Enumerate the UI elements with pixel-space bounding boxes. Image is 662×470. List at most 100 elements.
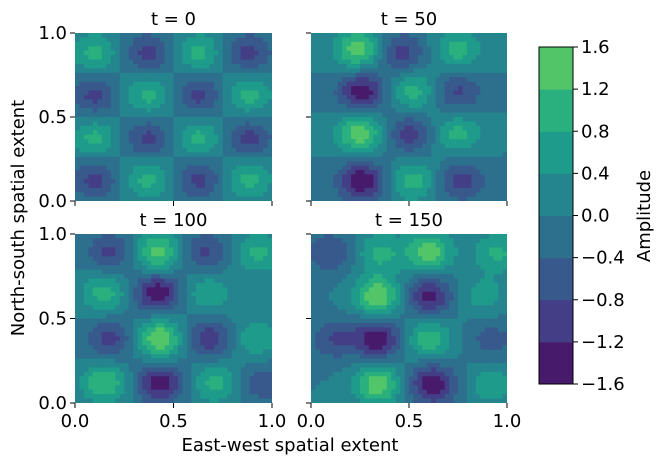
heatmap-cell [218,90,223,95]
heatmap-cell [320,148,325,153]
heatmap-cell [106,274,111,279]
heatmap-cell [458,188,463,193]
heatmap-cell [84,37,89,42]
heatmap-cell [387,95,392,100]
heatmap-cell [232,139,237,144]
heatmap-cell [111,42,116,47]
heatmap-cell [480,139,485,144]
heatmap-cell [503,135,508,140]
heatmap-cell [111,197,116,202]
heatmap-cell [214,278,219,283]
heatmap-cell [156,95,161,100]
heatmap-cell [342,68,347,73]
heatmap-cell [400,46,405,51]
heatmap-cell [214,327,219,332]
heatmap-cell [196,37,201,42]
heatmap-cell [160,46,165,51]
heatmap-cell [151,68,156,73]
heatmap-cell [174,234,179,239]
heatmap-cell [142,188,147,193]
heatmap-cell [191,37,196,42]
heatmap-cell [462,55,467,60]
heatmap-cell [187,350,192,355]
heatmap-cell [115,117,120,122]
heatmap-cell [431,197,436,202]
heatmap-cell [165,104,170,109]
heatmap-cell [227,51,232,56]
heatmap-cell [315,113,320,118]
heatmap-cell [369,157,374,162]
heatmap-cell [156,121,161,126]
heatmap-cell [79,350,84,355]
heatmap-cell [236,332,241,337]
heatmap-cell [151,139,156,144]
heatmap-cell [124,55,129,60]
heatmap-cell [147,385,152,390]
heatmap-cell [254,51,259,56]
heatmap-cell [196,183,201,188]
heatmap-cell [476,148,481,153]
heatmap-cell [223,367,228,372]
heatmap-cell [418,197,423,202]
heatmap-cell [218,192,223,197]
heatmap-cell [338,197,343,202]
heatmap-cell [315,33,320,38]
heatmap-cell [236,166,241,171]
heatmap-cell [196,46,201,51]
heatmap-cell [263,55,268,60]
heatmap-cell [409,144,414,149]
heatmap-cell [418,139,423,144]
heatmap-cell [422,64,427,69]
heatmap-cell [485,73,490,78]
heatmap-cell [480,166,485,171]
heatmap-cell [347,144,352,149]
heatmap-cell [165,305,170,310]
heatmap-cell [241,319,246,324]
heatmap-cell [471,104,476,109]
heatmap-cell [351,183,356,188]
heatmap-cell [356,126,361,131]
heatmap-cell [111,82,116,87]
heatmap-cell [263,197,268,202]
heatmap-cell [333,121,338,126]
heatmap-cell [151,301,156,306]
heatmap-cell [187,292,192,297]
heatmap-cell [503,90,508,95]
heatmap-cell [480,192,485,197]
heatmap-cell [333,135,338,140]
heatmap-cell [476,130,481,135]
heatmap-cell [187,46,192,51]
heatmap-cell [503,46,508,51]
heatmap-cell [200,157,205,162]
heatmap-cell [106,179,111,184]
heatmap-cell [191,278,196,283]
heatmap-cell [329,73,334,78]
heatmap-cell [102,135,107,140]
heatmap-cell [133,399,138,404]
heatmap-cell [200,55,205,60]
heatmap-cell [494,161,499,166]
heatmap-cell [405,121,410,126]
heatmap-cell [324,126,329,131]
heatmap-cell [418,130,423,135]
heatmap-cell [245,390,250,395]
heatmap-cell [480,42,485,47]
heatmap-cell [227,192,232,197]
heatmap-cell [449,183,454,188]
heatmap-cell [133,117,138,122]
heatmap-cell [151,247,156,252]
heatmap-cell [369,46,374,51]
heatmap-cell [191,359,196,364]
heatmap-cell [227,390,232,395]
heatmap-cell [232,319,237,324]
heatmap-cell [431,77,436,82]
heatmap-cell [97,354,102,359]
heatmap-cell [227,385,232,390]
heatmap-cell [245,73,250,78]
heatmap-cell [75,274,80,279]
heatmap-cell [165,192,170,197]
heatmap-cell [223,310,228,315]
heatmap-cell [124,33,129,38]
heatmap-cell [187,261,192,266]
heatmap-cell [223,188,228,193]
